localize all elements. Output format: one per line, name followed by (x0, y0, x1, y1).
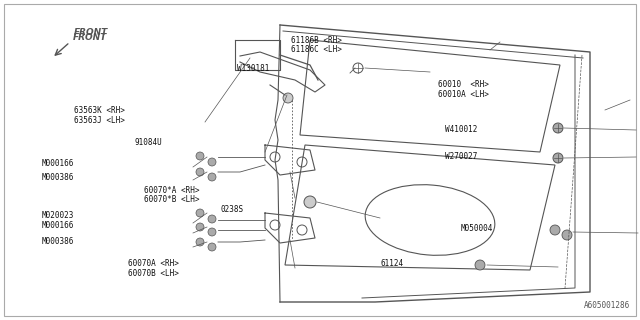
Text: 61124: 61124 (381, 260, 404, 268)
Text: W130181: W130181 (237, 64, 269, 73)
Text: 60010  <RH>: 60010 <RH> (438, 80, 489, 89)
Circle shape (562, 230, 572, 240)
Circle shape (283, 93, 293, 103)
Text: 61186C <LH>: 61186C <LH> (291, 45, 342, 54)
Circle shape (208, 215, 216, 223)
Text: M000166: M000166 (42, 221, 74, 230)
Text: 60010A <LH>: 60010A <LH> (438, 90, 489, 99)
Text: M000166: M000166 (42, 159, 74, 168)
Text: 60070B <LH>: 60070B <LH> (128, 269, 179, 278)
Circle shape (208, 228, 216, 236)
Text: 91084U: 91084U (134, 138, 162, 147)
Text: 60070*B <LH>: 60070*B <LH> (144, 196, 200, 204)
Circle shape (196, 168, 204, 176)
Text: W270027: W270027 (445, 152, 477, 161)
Text: 60070*A <RH>: 60070*A <RH> (144, 186, 200, 195)
Circle shape (304, 196, 316, 208)
Text: 63563K <RH>: 63563K <RH> (74, 106, 124, 115)
Circle shape (208, 243, 216, 251)
Text: FRONT: FRONT (74, 28, 108, 36)
Text: M000386: M000386 (42, 237, 74, 246)
Circle shape (196, 238, 204, 246)
Text: M000386: M000386 (42, 173, 74, 182)
Circle shape (208, 173, 216, 181)
Circle shape (550, 225, 560, 235)
Text: A605001286: A605001286 (584, 301, 630, 310)
Text: W410012: W410012 (445, 125, 477, 134)
Text: 60070A <RH>: 60070A <RH> (128, 260, 179, 268)
Circle shape (553, 153, 563, 163)
Text: M050004: M050004 (461, 224, 493, 233)
Circle shape (196, 209, 204, 217)
Circle shape (196, 152, 204, 160)
Text: 61186B <RH>: 61186B <RH> (291, 36, 342, 44)
Circle shape (208, 158, 216, 166)
Text: 63563J <LH>: 63563J <LH> (74, 116, 124, 124)
Text: M020023: M020023 (42, 212, 74, 220)
Text: FRONT: FRONT (73, 33, 108, 42)
Text: 0238S: 0238S (221, 205, 244, 214)
Circle shape (475, 260, 485, 270)
Circle shape (196, 223, 204, 231)
Circle shape (553, 123, 563, 133)
